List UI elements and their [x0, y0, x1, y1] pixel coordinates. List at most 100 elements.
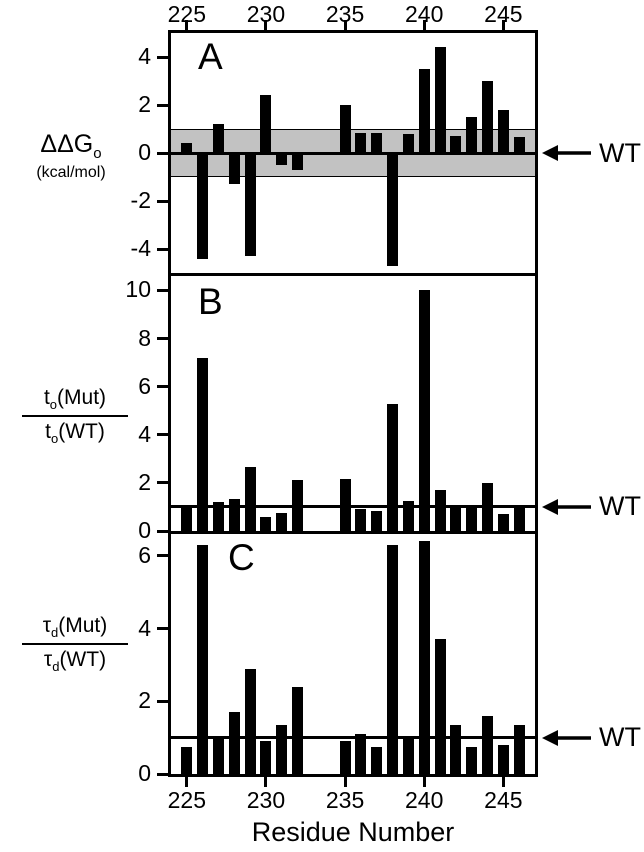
x-tick-mark-top [343, 20, 347, 30]
x-tick-label-top: 225 [167, 1, 206, 27]
x-axis-title: Residue Number [251, 817, 455, 847]
fraction-bar [22, 643, 128, 646]
bar-residue-227 [212, 502, 224, 531]
bar-residue-230 [260, 516, 272, 531]
y-tick-mark [157, 199, 168, 203]
x-tick-label-top: 230 [246, 1, 286, 27]
x-tick-label-top: 235 [325, 1, 365, 27]
bar-residue-225 [181, 746, 193, 774]
x-tick-mark-top [501, 20, 505, 30]
bar-residue-225 [181, 143, 193, 153]
reference-line [171, 151, 535, 155]
panel-c: C [171, 534, 535, 774]
y-axis-label-b-denominator: to(WT) [45, 420, 105, 447]
bar-residue-246 [513, 506, 525, 531]
bar-residue-227 [212, 124, 224, 153]
wt-marker-a: WT [541, 138, 641, 168]
bar-residue-231 [276, 724, 288, 774]
x-tick-mark-top [185, 20, 189, 30]
y-tick-mark [157, 151, 168, 155]
bar-residue-244 [482, 81, 494, 153]
bar-residue-237 [371, 746, 383, 774]
bar-residue-228 [228, 712, 240, 774]
bar-residue-231 [276, 153, 288, 165]
bar-residue-226 [197, 544, 209, 774]
bar-residue-243 [466, 505, 478, 531]
y-tick-label: 2 [138, 91, 151, 117]
left-arrow-icon [542, 498, 591, 515]
y-axis-label-b-numerator: to(Mut) [43, 386, 107, 413]
bar-residue-236 [355, 132, 367, 153]
bar-residue-229 [244, 668, 256, 774]
y-tick-mark [157, 55, 168, 59]
bar-residue-239 [402, 133, 414, 153]
x-tick-mark-top [422, 20, 426, 30]
x-tick-label-top: 240 [405, 1, 444, 27]
y-tick-mark [157, 554, 168, 558]
y-axis-label-c: τd(Mut) τd(WT) [16, 614, 134, 674]
y-tick-label: -4 [130, 235, 151, 261]
x-tick-mark-bottom [343, 777, 347, 787]
y-tick-mark [157, 627, 168, 631]
y-tick-mark [157, 247, 168, 251]
bar-residue-231 [276, 512, 288, 531]
y-tick-label: 6 [138, 541, 151, 568]
panel-letter-b: B [198, 281, 224, 322]
x-tick-label-bottom: 225 [167, 787, 206, 813]
bar-residue-239 [402, 737, 414, 774]
panel-a: A [171, 33, 535, 273]
bar-residue-232 [292, 153, 304, 170]
y-tick-label: 4 [138, 420, 151, 447]
y-axis-label-a-units: (kcal/mol) [36, 164, 106, 181]
plot-frame: A B C [168, 30, 538, 777]
panel-b: B [171, 276, 535, 531]
bar-residue-235 [339, 479, 351, 531]
bar-residue-245 [497, 514, 509, 531]
bar-residue-241 [434, 47, 446, 153]
bar-residue-236 [355, 509, 367, 531]
y-tick-label: 2 [138, 468, 151, 495]
bar-residue-240 [418, 290, 430, 531]
bar-residue-238 [387, 403, 399, 531]
y-axis-label-a: ΔΔGo (kcal/mol) [6, 130, 136, 182]
bar-residue-227 [212, 737, 224, 774]
bar-residue-243 [466, 746, 478, 774]
y-tick-mark [157, 529, 168, 533]
y-tick-mark [157, 337, 168, 341]
x-tick-mark-top [264, 20, 268, 30]
panel-letter-c: C [228, 537, 256, 578]
x-tick-mark-bottom [185, 777, 189, 787]
wt-label-c: WT [599, 722, 641, 753]
bar-residue-230 [260, 741, 272, 774]
delta-delta-g-subscript: o [93, 145, 102, 162]
y-tick-label: 4 [138, 614, 151, 641]
bar-residue-230 [260, 95, 272, 153]
bar-residue-240 [418, 541, 430, 774]
y-tick-label: 6 [138, 372, 151, 399]
left-arrow-icon [542, 145, 591, 161]
y-tick-label: -2 [130, 187, 151, 213]
bar-residue-228 [228, 153, 240, 185]
x-tick-label-bottom: 235 [325, 787, 365, 813]
bar-residue-242 [450, 724, 462, 774]
delta-delta-g-text: ΔΔG [40, 130, 94, 158]
bar-residue-235 [339, 741, 351, 774]
y-axis-label-a-main: ΔΔGo [6, 130, 136, 162]
bar-residue-236 [355, 734, 367, 774]
bar-residue-240 [418, 69, 430, 153]
bar-residue-237 [371, 132, 383, 153]
x-tick-label-top: 245 [484, 1, 523, 27]
x-tick-mark-bottom [422, 777, 426, 787]
y-tick-mark [157, 103, 168, 107]
wt-label-a: WT [599, 137, 641, 168]
bar-residue-229 [244, 153, 256, 257]
bar-residue-237 [371, 510, 383, 531]
bar-residue-235 [339, 105, 351, 153]
y-axis-label-c-numerator: τd(Mut) [42, 614, 108, 641]
wt-label-b: WT [599, 491, 641, 522]
bar-residue-232 [292, 686, 304, 774]
y-tick-label: 8 [138, 324, 151, 351]
y-tick-label: 2 [138, 687, 151, 714]
bar-residue-228 [228, 498, 240, 531]
